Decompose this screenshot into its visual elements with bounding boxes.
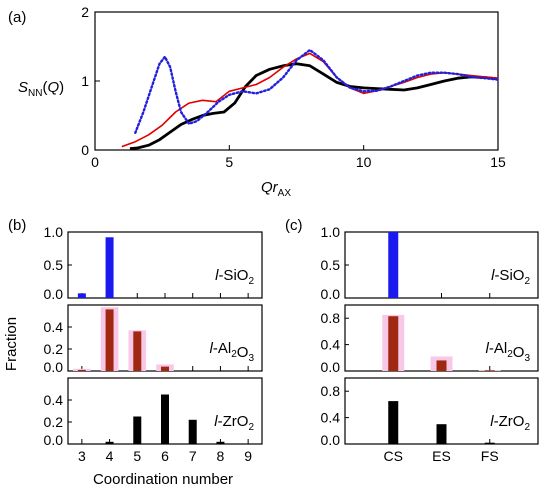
bar (105, 309, 114, 371)
panel-b-ylabel: Fraction (3, 317, 20, 371)
bar (436, 360, 447, 371)
bar (188, 419, 197, 444)
category-label: 3 (78, 448, 86, 464)
row-ytick-label: 0.8 (321, 310, 341, 326)
panel-a-ytick-label: 0 (81, 142, 89, 158)
panel-a-ytick-label: 2 (81, 4, 89, 20)
row-frame (344, 231, 539, 299)
row-ytick-label: 0.4 (44, 392, 64, 408)
panel-c-label: (c) (285, 217, 303, 234)
bar (484, 370, 495, 371)
bar (388, 401, 399, 444)
panel-a-lines (121, 48, 500, 150)
bar (105, 441, 114, 444)
panel-a-xtick-label: 10 (356, 154, 372, 170)
row-ytick-label: 0.0 (321, 359, 341, 375)
bar (161, 366, 169, 371)
panel-a-series-line (134, 48, 500, 135)
row-label: l-SiO2 (215, 267, 254, 287)
category-label: 5 (133, 448, 141, 464)
panel-a-xlabel: QrAX (261, 179, 291, 199)
row-ytick-label: 0.0 (321, 432, 341, 448)
panel-a-series-line (129, 62, 499, 150)
category-label: 6 (161, 448, 169, 464)
category-label: 9 (244, 448, 252, 464)
bar (77, 369, 86, 371)
bar (161, 394, 169, 444)
category-label: ES (432, 448, 451, 464)
panel-b-chart: 0.0 0.5 1.0 l-SiO2 0.0 0.2 0.4 l-Al2O3 0.0 0.2 0.4… (44, 224, 263, 464)
category-label: 4 (106, 448, 114, 464)
row-label: l-ZrO2 (490, 413, 530, 433)
bar (436, 424, 447, 444)
panel-a-ytick-label: 1 (81, 73, 89, 89)
row-label: l-Al2O3 (486, 340, 531, 364)
row-ytick-label: 0.2 (44, 414, 64, 430)
panel-c-chart: 0.0 0.5 1.0 l-SiO2 0.0 0.4 0.8 l-Al2O3 0.0 0.4 0.8… (321, 224, 539, 464)
category-label: 7 (189, 448, 197, 464)
category-label: FS (481, 448, 499, 464)
row-ytick-label: 0.0 (321, 286, 341, 302)
panel-a-xtick-label: 0 (91, 154, 99, 170)
bar (105, 237, 114, 298)
category-label: 8 (217, 448, 225, 464)
bar (388, 316, 399, 371)
panel-a-ylabel: SNN(Q) (18, 79, 64, 99)
row-ytick-label: 0.5 (321, 257, 341, 273)
row-frame (67, 231, 263, 299)
row-label: l-SiO2 (491, 267, 530, 287)
bar (133, 416, 142, 444)
panel-a-xtick-label: 15 (490, 154, 506, 170)
row-ytick-label: 0.2 (44, 341, 64, 357)
bar (133, 331, 142, 371)
row-ytick-label: 1.0 (44, 224, 64, 240)
row-frame (67, 304, 263, 372)
row-ytick-label: 0.0 (44, 432, 64, 448)
row-ytick-label: 0.4 (321, 410, 341, 426)
row-ytick-label: 1.0 (321, 224, 341, 240)
row-ytick-label: 0.0 (44, 359, 64, 375)
panel-a-axes: 0 5 10 15 0 1 2 (81, 4, 506, 170)
panel-b-label: (b) (8, 217, 26, 234)
category-label: CS (384, 448, 403, 464)
panel-a-xtick-label: 5 (225, 154, 233, 170)
panel-b-xlabel: Coordination number (93, 471, 233, 488)
row-ytick-label: 0.8 (321, 383, 341, 399)
bar (388, 232, 399, 298)
row-label: l-ZrO2 (214, 413, 254, 433)
bar (77, 293, 86, 298)
row-ytick-label: 0.4 (321, 337, 341, 353)
panel-a-series-line (121, 52, 499, 148)
bar (216, 441, 225, 444)
bar (484, 442, 495, 444)
row-label: l-Al2O3 (210, 340, 255, 364)
row-ytick-label: 0.5 (44, 257, 64, 273)
row-ytick-label: 0.4 (44, 319, 64, 335)
panel-a-label: (a) (8, 9, 26, 26)
row-ytick-label: 0.0 (44, 286, 64, 302)
